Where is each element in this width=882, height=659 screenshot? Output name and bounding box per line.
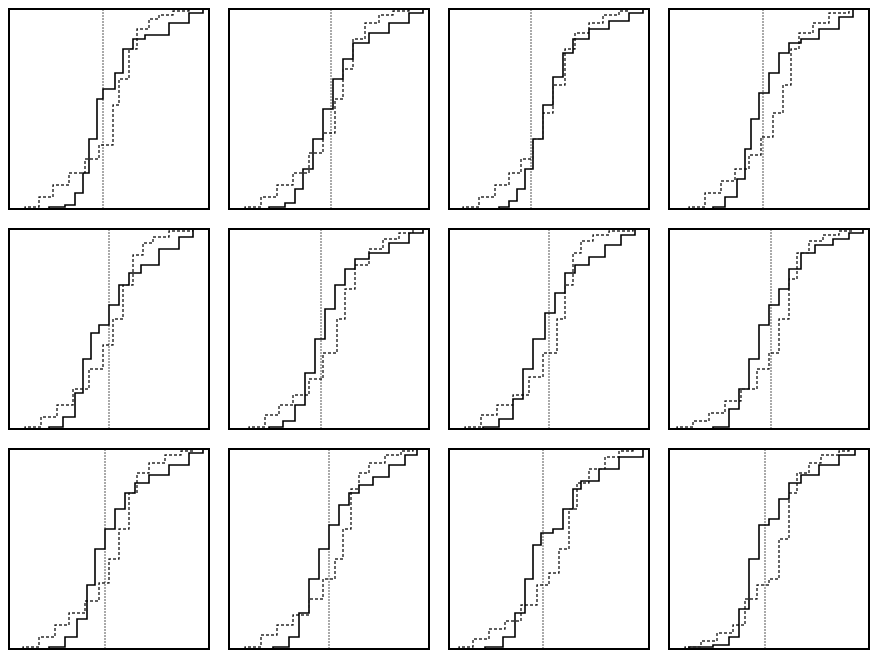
- series-solid-line: [498, 9, 644, 209]
- series-dashed-line: [688, 9, 850, 209]
- panel-frame: [668, 228, 870, 430]
- series-dashed-line: [464, 229, 634, 429]
- panel-4: [668, 8, 870, 210]
- series-dashed-line: [244, 449, 414, 649]
- series-dashed-line: [24, 9, 190, 209]
- series-dashed-line: [24, 229, 194, 429]
- series-solid-line: [688, 449, 856, 649]
- panel-1: [8, 8, 210, 210]
- series-dashed-line: [248, 229, 414, 429]
- panel-6: [228, 228, 430, 430]
- series-solid-line: [712, 229, 864, 429]
- series-solid-line: [48, 9, 204, 209]
- panel-frame: [8, 228, 210, 430]
- panel-frame: [8, 8, 210, 210]
- panel-frame: [228, 448, 430, 650]
- panel-2: [228, 8, 430, 210]
- panel-frame: [448, 228, 650, 430]
- series-dashed-line: [684, 449, 850, 649]
- series-dashed-line: [458, 449, 634, 649]
- series-solid-line: [482, 229, 636, 429]
- series-solid-line: [48, 449, 204, 649]
- panel-11: [448, 448, 650, 650]
- panel-frame: [228, 8, 430, 210]
- panel-frame: [668, 8, 870, 210]
- series-dashed-line: [462, 9, 630, 209]
- series-solid-line: [268, 229, 424, 429]
- panel-frame: [228, 228, 430, 430]
- panel-12: [668, 448, 870, 650]
- series-solid-line: [272, 449, 418, 649]
- panel-frame: [668, 448, 870, 650]
- panel-3: [448, 8, 650, 210]
- panel-5: [8, 228, 210, 430]
- panel-8: [668, 228, 870, 430]
- series-solid-line: [712, 9, 854, 209]
- series-solid-line: [48, 229, 194, 429]
- panel-7: [448, 228, 650, 430]
- series-solid-line: [484, 449, 644, 649]
- panel-10: [228, 448, 430, 650]
- panel-frame: [8, 448, 210, 650]
- panel-frame: [448, 448, 650, 650]
- series-solid-line: [268, 9, 424, 209]
- series-dashed-line: [22, 449, 194, 649]
- series-dashed-line: [244, 9, 410, 209]
- panel-frame: [448, 8, 650, 210]
- panel-9: [8, 448, 210, 650]
- series-dashed-line: [676, 229, 854, 429]
